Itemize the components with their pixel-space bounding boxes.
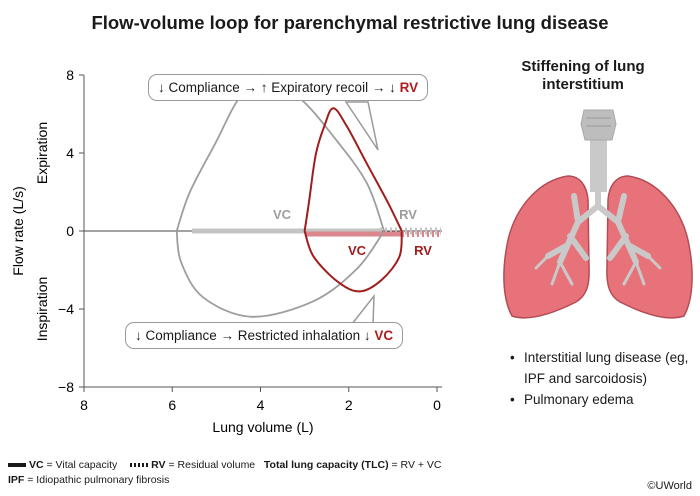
y-tick-label: −4	[58, 301, 74, 317]
x-tick-label: 6	[168, 397, 176, 413]
lungs-illustration	[503, 109, 693, 319]
inspiration-label: Inspiration	[34, 277, 50, 342]
y-tick-label: 4	[66, 145, 74, 161]
vc-restrictive-label: VC	[348, 243, 367, 258]
x-tick-label: 2	[345, 397, 353, 413]
brand-mark: ©UWorld	[647, 480, 692, 492]
y-tick-label: 0	[66, 223, 74, 239]
vc-normal-label: VC	[273, 207, 292, 222]
legend-ipf-abbr: IPF	[8, 474, 25, 486]
callout-bottom-highlight: VC	[374, 328, 394, 343]
legend-ipf-text: = Idiopathic pulmonary fibrosis	[24, 474, 170, 486]
legend-row-2: IPF = Idiopathic pulmonary fibrosis	[8, 474, 169, 486]
callout-compliance-inhalation: ↓ Compliance → Restricted inhalation ↓ V…	[125, 322, 404, 349]
x-tick-label: 4	[257, 397, 265, 413]
y-tick-label: 8	[66, 67, 74, 83]
expiration-label: Expiration	[34, 122, 50, 184]
rv-normal-label: RV	[399, 207, 417, 222]
callout-top-highlight: RV	[399, 80, 419, 95]
solid-line-swatch	[8, 463, 26, 468]
legend-rv-text: = Residual volume	[165, 459, 256, 471]
normal-inspiration-curve	[175, 230, 385, 318]
restrictive-expiration-curve	[303, 107, 403, 232]
callout-compliance-expiration: ↓ Compliance → ↑ Expiratory recoil → ↓ R…	[148, 74, 429, 101]
y-axis-title: Flow rate (L/s)	[10, 186, 26, 275]
sidebar-title: Stiffening of lung interstitium	[521, 58, 645, 93]
callout-bottom-pointer	[350, 293, 375, 325]
legend-vc-text: = Vital capacity	[43, 459, 118, 471]
legend-tlc-abbr: Total lung capacity (TLC)	[263, 459, 389, 471]
y-tick-label: −8	[58, 379, 74, 395]
x-tick-label: 8	[80, 397, 88, 413]
callout-top-pointer	[344, 101, 379, 151]
cause-list: Interstitial lung disease (eg, IPF and s…	[508, 347, 698, 410]
legend-vc-abbr: VC	[29, 459, 44, 471]
legend-rv-abbr: RV	[151, 459, 166, 471]
x-tick-label: 0	[433, 397, 441, 413]
restrictive-inspiration-curve	[303, 230, 403, 293]
callout-top-text: ↓ Compliance → ↑ Expiratory recoil → ↓	[158, 80, 400, 95]
legend-tlc-text: = RV + VC	[388, 459, 442, 471]
rv-restrictive-label: RV	[414, 243, 432, 258]
legend-row-1: VC = Vital capacity RV = Residual volume…	[8, 459, 442, 471]
x-axis-title: Lung volume (L)	[212, 419, 313, 435]
list-item: Pulmonary edema	[508, 389, 698, 410]
dashed-line-swatch	[130, 463, 149, 468]
list-item: Interstitial lung disease (eg, IPF and s…	[508, 347, 698, 389]
callout-bottom-text: ↓ Compliance → Restricted inhalation ↓	[135, 328, 375, 343]
page-title: Flow-volume loop for parenchymal restric…	[91, 12, 609, 33]
